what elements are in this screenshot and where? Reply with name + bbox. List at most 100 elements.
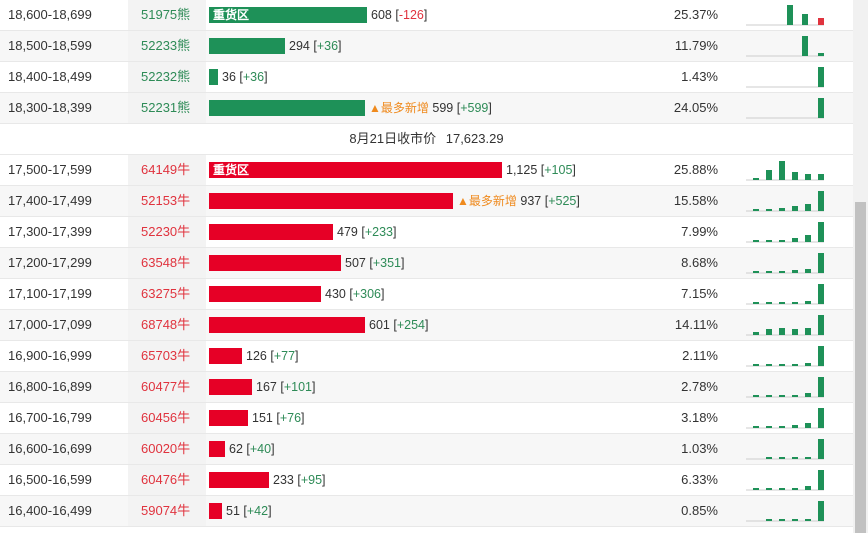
cbbc-code-link[interactable]: 52233熊 [141,38,191,53]
heavy-zone-label: 重货区 [213,8,250,22]
cbbc-code-link[interactable]: 63548牛 [141,255,191,270]
cbbc-code-link[interactable]: 63275牛 [141,286,191,301]
price-range: 17,100-17,199 [8,286,92,301]
cbbc-code-link[interactable]: 52230牛 [141,224,191,239]
cbbc-code-link[interactable]: 52232熊 [141,69,191,84]
sparkline-bar [792,206,798,211]
trend-sparkline [746,284,824,305]
sparkline-bar [805,393,811,397]
price-range: 18,600-18,699 [8,7,92,22]
sparkline-bar [779,208,785,211]
table-row[interactable]: 17,500-17,599 64149牛 重货区 1,125 [+105] 25.88% [0,155,853,186]
volume-change: +306 [352,287,381,301]
volume-bar: 重货区 [209,7,367,23]
table-row[interactable]: 16,900-16,999 65703牛 126 [+77] 2.11% [0,341,853,372]
sparkline-bar [818,346,824,366]
vertical-scrollbar[interactable] [853,0,868,533]
sparkline-bar [753,240,759,242]
cbbc-code-link[interactable]: 60477牛 [141,379,191,394]
most-added-tag: ▲最多新增 [457,194,517,208]
sparkline-bar [779,457,785,459]
volume-bar [209,255,341,271]
table-row[interactable]: 17,300-17,399 52230牛 479 [+233] 7.99% [0,217,853,248]
cbbc-code-link[interactable]: 60456牛 [141,410,191,425]
table-row[interactable]: 17,100-17,199 63275牛 430 [+306] 7.15% [0,279,853,310]
cbbc-code-link[interactable]: 59074牛 [141,503,191,518]
volume-change: +40 [249,442,272,456]
volume-bar [209,348,242,364]
table-row[interactable]: 18,600-18,699 51975熊 重货区 608 [-126] 25.37% [0,0,853,31]
bracket-close: ] [400,256,405,270]
trend-sparkline [746,377,824,398]
trend-sparkline [746,408,824,429]
bracket-close: ] [264,70,268,84]
table-row[interactable]: 18,400-18,499 52232熊 36 [+36] 1.43% [0,62,853,93]
volume-value: 937 [520,194,542,208]
sparkline-bar [766,170,772,180]
sparkline-bar [753,426,759,428]
sparkline-bar [766,302,772,304]
bracket-open: [ [276,411,280,425]
table-row[interactable]: 17,200-17,299 63548牛 507 [+351] 8.68% [0,248,853,279]
bracket-open: [ [297,473,301,487]
sparkline-bar [779,364,785,366]
volume-change: +101 [283,380,312,394]
volume-value: 51 [226,504,240,518]
sparkline-bar [792,302,798,304]
table-row[interactable]: 18,300-18,399 52231熊 ▲最多新增 599 [+599] 24.05… [0,93,853,124]
trend-sparkline [746,253,824,274]
closing-price-label: 8月21日收市价 [349,131,437,146]
sparkline-bar [818,191,824,211]
table-row[interactable]: 16,400-16,499 59074牛 51 [+42] 0.85% [0,496,853,527]
sparkline-bar [753,178,759,180]
table-row[interactable]: 16,700-16,799 60456牛 151 [+76] 3.18% [0,403,853,434]
cbbc-code-link[interactable]: 51975熊 [141,7,191,22]
cbbc-code-link[interactable]: 68748牛 [141,317,191,332]
volume-bar [209,503,222,519]
volume-info: ▲最多新增 599 [+599] [369,93,492,123]
bracket-open: [ [349,287,353,301]
bracket-open: [ [239,70,243,84]
bracket-close: ] [392,225,397,239]
bracket-open: [ [544,194,549,208]
trend-sparkline [746,191,824,212]
cbbc-code-link[interactable]: 52231熊 [141,100,191,115]
bracket-open: [ [313,39,317,53]
sparkline-bar [805,204,811,211]
cbbc-code-link[interactable]: 65703牛 [141,348,191,363]
sparkline-bar [779,302,785,304]
table-row[interactable]: 17,000-17,099 68748牛 601 [+254] 14.11% [0,310,853,341]
sparkline-bar [779,426,785,428]
table-row[interactable]: 16,800-16,899 60477牛 167 [+101] 2.78% [0,372,853,403]
scrollbar-thumb[interactable] [855,202,866,533]
trend-sparkline [746,501,824,522]
table-row[interactable]: 16,500-16,599 60476牛 233 [+95] 6.33% [0,465,853,496]
code-cell-background [128,372,206,402]
cbbc-code-link[interactable]: 60476牛 [141,472,191,487]
sparkline-bar [766,240,772,242]
sparkline-bar [805,519,811,521]
sparkline-bar [766,488,772,490]
volume-bar [209,100,365,116]
volume-value: 36 [222,70,236,84]
code-cell-background [128,341,206,371]
share-percentage: 1.03% [681,441,718,456]
volume-bar [209,193,453,209]
trend-sparkline [746,346,824,367]
bracket-open: [ [280,380,284,394]
cbbc-code-link[interactable]: 60020牛 [141,441,191,456]
bracket-close: ] [271,442,275,456]
trend-sparkline [746,98,824,119]
sparkline-bar [792,395,798,397]
volume-info: 151 [+76] [252,403,305,433]
volume-info: 430 [+306] [325,279,384,309]
sparkline-bar [818,377,824,397]
table-row[interactable]: 18,500-18,599 52233熊 294 [+36] 11.79% [0,31,853,62]
table-row[interactable]: 17,400-17,499 52153牛 ▲最多新增 937 [+525] 15.58… [0,186,853,217]
volume-value: 479 [337,225,358,239]
share-percentage: 7.15% [681,286,718,301]
cbbc-code-link[interactable]: 64149牛 [141,162,191,177]
sparkline-bar [818,439,824,459]
table-row[interactable]: 16,600-16,699 60020牛 62 [+40] 1.03% [0,434,853,465]
cbbc-code-link[interactable]: 52153牛 [141,193,191,208]
